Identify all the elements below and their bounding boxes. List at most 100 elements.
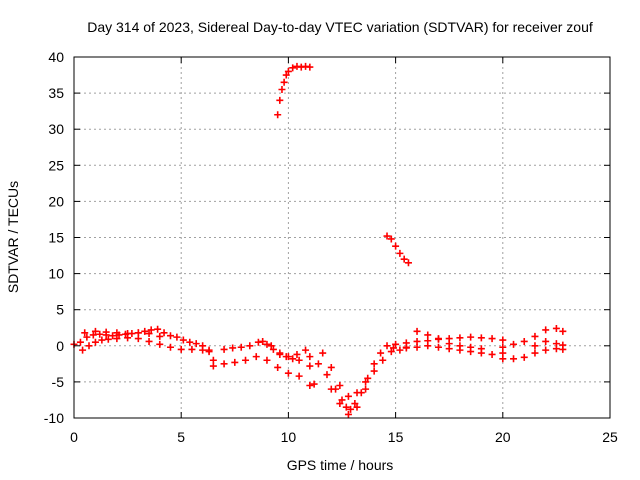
- data-point: [362, 385, 370, 393]
- grid-lines: [74, 57, 610, 418]
- data-point: [383, 232, 391, 240]
- data-point: [263, 356, 271, 364]
- data-point: [134, 329, 142, 337]
- series-arc-2c: [259, 337, 310, 361]
- data-point: [113, 329, 121, 337]
- data-point: [542, 346, 550, 354]
- x-axis-label: GPS time / hours: [287, 457, 394, 473]
- data-point: [336, 382, 344, 390]
- y-tick-label: 35: [48, 85, 64, 101]
- data-point: [306, 382, 314, 390]
- data-point: [351, 400, 359, 408]
- y-axis-label: SDTVAR / TECUs: [5, 181, 21, 293]
- data-point: [229, 344, 237, 352]
- data-point: [293, 350, 301, 358]
- data-point: [338, 396, 346, 404]
- data-point: [188, 345, 196, 353]
- y-tick-label: -5: [52, 374, 65, 390]
- data-point: [510, 340, 518, 348]
- data-point: [85, 342, 93, 350]
- data-point: [242, 356, 250, 364]
- data-point: [362, 378, 370, 386]
- data-point: [364, 374, 372, 382]
- data-point: [295, 356, 303, 364]
- data-point: [314, 360, 322, 368]
- data-point: [488, 350, 496, 358]
- y-tick-label: 5: [56, 302, 64, 318]
- data-point: [531, 342, 539, 350]
- data-point: [278, 85, 286, 93]
- series-arc-2b: [220, 353, 314, 380]
- data-point: [434, 335, 442, 343]
- series-arc-7a: [499, 345, 567, 363]
- data-point: [353, 389, 361, 397]
- data-point: [186, 338, 194, 346]
- data-point: [267, 342, 275, 350]
- data-point: [274, 111, 282, 119]
- series-arc-3: [274, 62, 314, 119]
- data-point: [102, 328, 110, 336]
- data-point: [96, 330, 104, 338]
- data-point: [306, 362, 314, 370]
- data-point: [370, 367, 378, 375]
- data-point: [145, 337, 153, 345]
- data-point: [154, 325, 162, 333]
- y-tick-label: 25: [48, 157, 64, 173]
- series-isolated: [209, 356, 318, 390]
- data-point: [434, 343, 442, 351]
- data-point: [467, 343, 475, 351]
- data-point: [377, 349, 385, 357]
- data-point: [396, 249, 404, 257]
- data-point: [402, 344, 410, 352]
- data-point: [542, 326, 550, 334]
- data-point: [387, 235, 395, 243]
- data-point: [342, 403, 350, 411]
- data-point: [531, 349, 539, 357]
- data-point: [276, 96, 284, 104]
- data-point: [83, 333, 91, 341]
- y-tick-label: -10: [44, 410, 64, 426]
- data-point: [263, 340, 271, 348]
- data-point: [499, 355, 507, 363]
- data-point: [173, 333, 181, 341]
- data-point: [392, 340, 400, 348]
- data-point: [145, 330, 153, 338]
- data-point: [209, 362, 217, 370]
- data-point: [389, 344, 397, 352]
- data-point: [147, 326, 155, 334]
- data-point: [104, 335, 112, 343]
- data-point: [295, 372, 303, 380]
- series-arc-7b: [499, 332, 567, 351]
- data-point: [531, 332, 539, 340]
- data-point: [98, 336, 106, 344]
- data-point: [220, 345, 228, 353]
- data-point: [400, 255, 408, 263]
- data-point: [199, 346, 207, 354]
- data-point: [467, 333, 475, 341]
- series-arc-6c: [413, 327, 485, 353]
- x-tick-label: 25: [602, 429, 618, 445]
- data-point: [336, 400, 344, 408]
- data-point: [520, 353, 528, 361]
- data-point: [323, 371, 331, 379]
- data-point: [289, 355, 297, 363]
- data-point: [76, 338, 84, 346]
- series-arc-2a: [220, 338, 303, 364]
- data-point: [252, 353, 260, 361]
- x-tick-label: 5: [177, 429, 185, 445]
- data-point: [344, 392, 352, 400]
- data-point: [284, 67, 292, 75]
- data-point: [396, 346, 404, 354]
- data-point: [379, 356, 387, 364]
- data-point: [220, 360, 228, 368]
- data-point: [552, 324, 560, 332]
- data-point: [552, 340, 560, 348]
- data-point: [141, 327, 149, 335]
- data-point: [274, 363, 282, 371]
- data-point: [327, 363, 335, 371]
- data-point: [413, 327, 421, 335]
- data-point: [276, 349, 284, 357]
- chart-title: Day 314 of 2023, Sidereal Day-to-day VTE…: [87, 19, 593, 35]
- data-point: [81, 329, 89, 337]
- data-point: [124, 330, 132, 338]
